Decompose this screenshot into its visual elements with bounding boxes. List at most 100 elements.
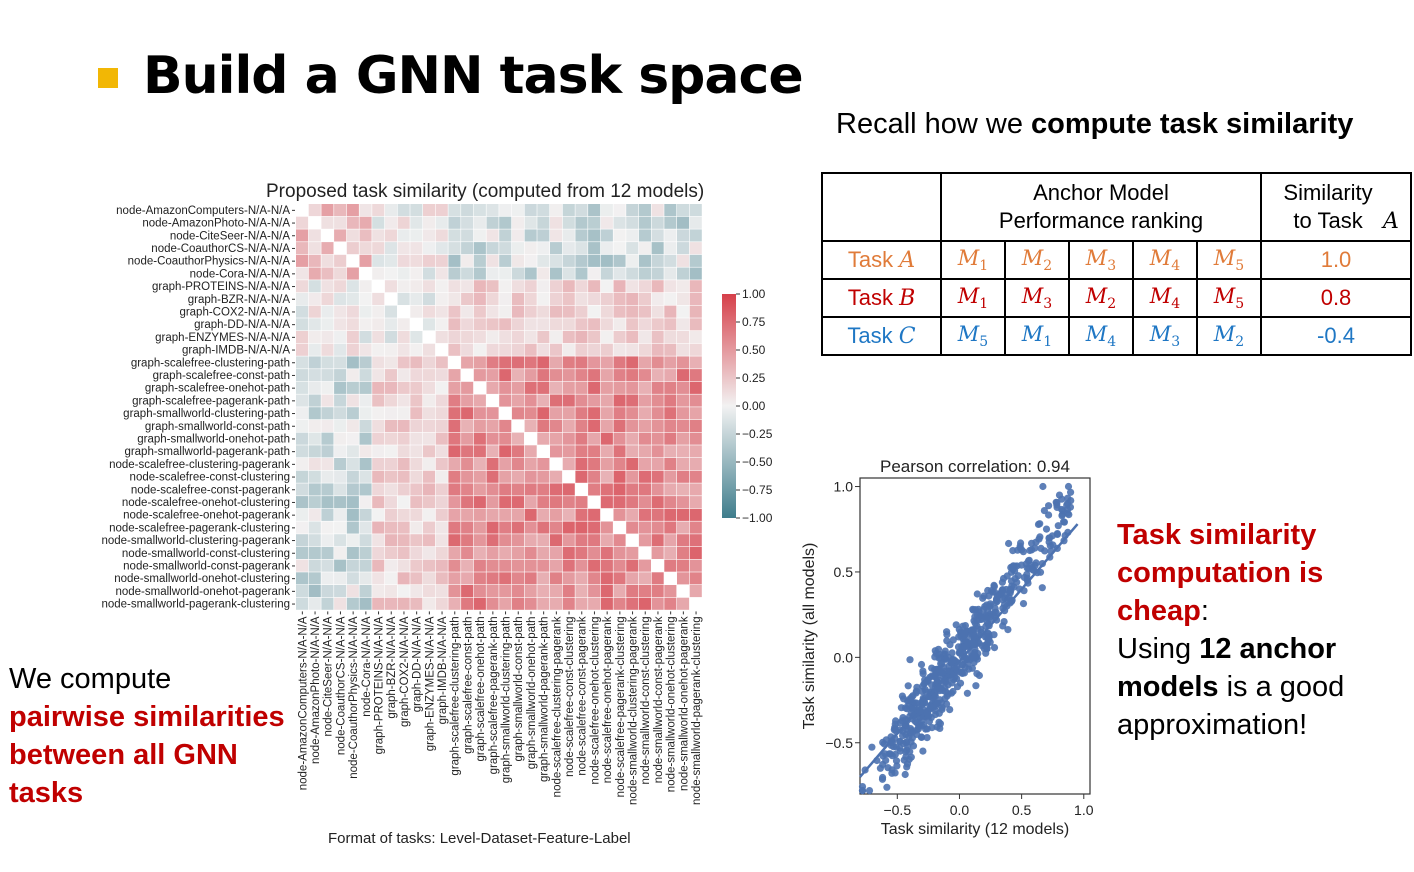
heatmap-cell (689, 508, 702, 521)
scatter-point (882, 756, 890, 764)
heatmap-cell (524, 229, 537, 242)
heatmap-cell (321, 267, 334, 280)
scatter-title: Pearson correlation: 0.94 (880, 457, 1070, 476)
heatmap-cell (575, 242, 588, 255)
heatmap-cell (410, 318, 423, 331)
heatmap-cell (334, 597, 347, 610)
heatmap-cell (499, 521, 512, 534)
heatmap-cell (689, 331, 702, 344)
heatmap-col-label: node-smallworld-pagerank-clustering (691, 616, 703, 805)
heatmap-cell (651, 216, 664, 229)
heatmap-cell (334, 458, 347, 471)
heatmap-cell (486, 254, 499, 267)
heatmap-cell (626, 267, 639, 280)
heatmap-cell (575, 521, 588, 534)
heatmap-cell (677, 458, 690, 471)
heatmap-cell (486, 597, 499, 610)
rank-index: 5 (1235, 296, 1245, 313)
heatmap-cell (613, 356, 626, 369)
heatmap-cell (524, 445, 537, 458)
heatmap-cell (486, 432, 499, 445)
heatmap-cell (321, 521, 334, 534)
heatmap-cell (372, 483, 385, 496)
heatmap-cell (537, 432, 550, 445)
right-note-colon: : (1200, 595, 1209, 627)
scatter-point (961, 636, 969, 644)
heatmap-cell (537, 369, 550, 382)
heatmap-cell (613, 470, 626, 483)
scatter-point (973, 617, 981, 625)
heatmap-cell (651, 521, 664, 534)
heatmap-cell (550, 356, 563, 369)
heatmap-cell (308, 242, 321, 255)
heatmap-cell (524, 496, 537, 509)
heatmap-cell (499, 508, 512, 521)
heatmap-cell (689, 204, 702, 217)
task-var: C (898, 324, 916, 349)
heatmap-cell (511, 483, 524, 496)
heatmap-cell (410, 292, 423, 305)
heatmap-cell (664, 585, 677, 598)
heatmap-cell (537, 305, 550, 318)
heatmap-cell (626, 229, 639, 242)
heatmap-cell (334, 381, 347, 394)
scatter-point (1042, 525, 1051, 533)
heatmap-cell (499, 292, 512, 305)
heatmap-cell (321, 356, 334, 369)
heatmap-cell (486, 585, 499, 598)
left-note-line1: We compute (9, 663, 172, 695)
heatmap-cell (537, 229, 550, 242)
heatmap-cell (473, 369, 486, 382)
heatmap-cell (499, 458, 512, 471)
heatmap-cell (473, 292, 486, 305)
rank-index: 1 (979, 296, 989, 313)
heatmap-cell (359, 381, 372, 394)
heatmap-cell (664, 496, 677, 509)
heatmap-cell (550, 572, 563, 585)
heatmap-cell (397, 445, 410, 458)
heatmap-cell (321, 369, 334, 382)
rank-cell: M3 (1004, 278, 1070, 318)
heatmap-cell (359, 267, 372, 280)
y-tick-label: 1.0 (834, 479, 854, 495)
heatmap-cell (461, 331, 474, 344)
heatmap-row-label: graph-smallworld-onehot-path (137, 433, 290, 445)
heatmap-cell (511, 585, 524, 598)
heatmap-cell (346, 216, 359, 229)
heatmap-cell (499, 318, 512, 331)
heatmap-cell (423, 254, 436, 267)
heatmap-col-label: node-scalefree-const-clustering (564, 616, 576, 776)
heatmap-cell (461, 216, 474, 229)
heatmap-cell (550, 204, 563, 217)
heatmap-cell (384, 229, 397, 242)
heatmap-cell (562, 432, 575, 445)
heatmap-cell (384, 394, 397, 407)
heatmap-cell (410, 458, 423, 471)
heatmap-cell (384, 585, 397, 598)
heatmap-cell (638, 559, 651, 572)
heatmap-cell (550, 407, 563, 420)
heatmap-cell (600, 254, 613, 267)
heatmap-cell (435, 407, 448, 420)
scatter-point (896, 738, 904, 746)
heatmap-cell (423, 242, 436, 255)
heatmap-cell (511, 559, 524, 572)
scatter-point (907, 738, 915, 746)
heatmap-cell (575, 458, 588, 471)
heatmap-cell (359, 470, 372, 483)
scatter-point (906, 656, 914, 664)
heatmap-cell (397, 229, 410, 242)
heatmap-cell (308, 458, 321, 471)
heatmap-cell (346, 204, 359, 217)
heatmap-cell (334, 546, 347, 559)
heatmap-cell (600, 419, 613, 432)
rank-cell: M5 (1196, 278, 1262, 318)
heatmap-cell (473, 483, 486, 496)
heatmap-cell (423, 229, 436, 242)
heatmap-cell (473, 534, 486, 547)
heatmap-cell (638, 331, 651, 344)
heatmap-col-label: graph-scalefree-pagerank-path (488, 616, 500, 774)
heatmap-cell (600, 445, 613, 458)
left-note: We compute pairwise similarities between … (9, 660, 309, 812)
scatter-point (943, 637, 951, 645)
